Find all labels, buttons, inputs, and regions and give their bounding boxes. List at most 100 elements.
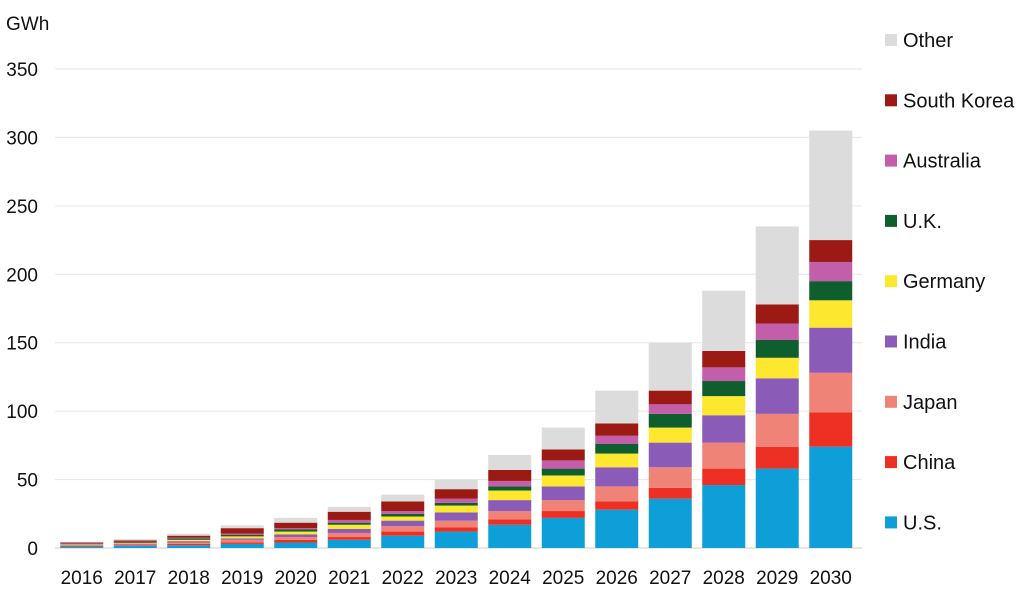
bar-segment-germany (328, 525, 371, 529)
bar-segment-australia (381, 511, 424, 514)
bar-segment-south-korea (60, 543, 103, 544)
bar-segment-germany (221, 536, 264, 538)
bar-segment-other (60, 542, 103, 543)
bar-segment-u-k- (702, 381, 745, 396)
bar-segment-japan (381, 526, 424, 531)
x-tick-label: 2020 (275, 568, 317, 589)
bar-stack-2017 (114, 539, 157, 548)
bar-segment-australia (488, 481, 531, 486)
bar-stack-2016 (60, 542, 103, 548)
bar-segment-germany (435, 506, 478, 513)
bar-segment-china (114, 545, 157, 546)
bar-segment-japan (114, 545, 157, 546)
legend-swatch (885, 396, 897, 408)
legend-swatch (885, 275, 897, 287)
bar-segment-australia (274, 528, 317, 529)
x-tick-label: 2029 (756, 568, 798, 589)
bar-segment-india (274, 534, 317, 537)
y-tick-label: 300 (6, 128, 38, 149)
bar-segment-south-korea (328, 512, 371, 520)
bar-segment-u-k- (435, 503, 478, 506)
x-tick-label: 2028 (703, 568, 745, 589)
bar-segment-japan (60, 545, 103, 546)
bar-stack-2018 (167, 534, 210, 548)
legend-label: Other (903, 30, 953, 52)
legend-label: Germany (903, 271, 985, 293)
legend-item-u-k-: U.K. (885, 211, 942, 233)
bar-segment-other (328, 507, 371, 512)
x-tick-label: 2030 (810, 568, 852, 589)
bar-stack-2022 (381, 495, 424, 548)
bar-segment-india (381, 521, 424, 526)
bar-segment-australia (595, 436, 638, 444)
bar-segment-other (381, 495, 424, 502)
bar-segment-south-korea (221, 528, 264, 533)
bar-segment-australia (167, 538, 210, 539)
bar-segment-u-s- (435, 532, 478, 548)
bar-segment-india (221, 538, 264, 539)
bar-segment-japan (595, 486, 638, 501)
bar-segment-south-korea (702, 351, 745, 367)
bar-segment-u-k- (114, 543, 157, 544)
legend-swatch (885, 155, 897, 167)
y-tick-label: 200 (6, 265, 38, 286)
y-tick-label: 350 (6, 60, 38, 81)
bar-segment-japan (274, 537, 317, 540)
bar-segment-south-korea (488, 470, 531, 481)
legend-swatch (885, 336, 897, 348)
legend-label: Australia (903, 151, 982, 173)
bar-segment-china (542, 511, 585, 518)
bar-segment-other (809, 131, 852, 240)
bar-stack-2025 (542, 428, 585, 548)
bar-segment-germany (60, 544, 103, 545)
legend-label: U.K. (903, 211, 942, 233)
x-tick-label: 2023 (435, 568, 477, 589)
bar-segment-south-korea (809, 240, 852, 262)
legend-item-germany: Germany (885, 271, 985, 293)
bar-segment-india (488, 500, 531, 511)
bar-segment-germany (702, 396, 745, 415)
bar-segment-japan (649, 467, 692, 488)
legend-item-japan: Japan (885, 392, 958, 414)
bar-segment-japan (542, 500, 585, 511)
y-tick-label: 50 (17, 471, 38, 492)
bar-segment-other (702, 291, 745, 351)
bar-segment-germany (809, 300, 852, 327)
bar-segment-u-k- (274, 530, 317, 532)
bar-segment-india (328, 529, 371, 533)
bar-segment-japan (488, 511, 531, 519)
bar-segment-u-s- (595, 510, 638, 548)
bar-segment-germany (114, 543, 157, 544)
bar-segment-china (809, 413, 852, 447)
bar-segment-japan (328, 533, 371, 537)
bar-segment-u-k- (328, 523, 371, 525)
bar-segment-australia (435, 499, 478, 503)
bar-segment-australia (649, 404, 692, 414)
bar-segment-germany (274, 532, 317, 535)
bar-segment-india (649, 443, 692, 468)
bar-segment-china (435, 527, 478, 531)
legend-label: South Korea (903, 90, 1015, 112)
x-tick-label: 2019 (221, 568, 263, 589)
bar-segment-u-k- (649, 414, 692, 428)
bar-segment-other (756, 226, 799, 304)
bar-segment-australia (328, 520, 371, 523)
bar-segment-u-k- (488, 486, 531, 490)
bar-segment-china (381, 532, 424, 536)
legend-label: India (903, 332, 947, 354)
bar-segment-germany (595, 454, 638, 468)
bar-segment-u-s- (274, 543, 317, 548)
legend-label: China (903, 452, 956, 474)
bar-segment-china (756, 447, 799, 469)
bar-segment-china (488, 519, 531, 524)
bar-segment-india (167, 541, 210, 542)
bar-segment-india (435, 512, 478, 520)
bar-segment-u-k- (221, 535, 264, 536)
bar-segment-u-k- (809, 281, 852, 300)
bar-segment-china (60, 546, 103, 547)
bar-segment-china (649, 488, 692, 499)
bar-segment-australia (756, 324, 799, 340)
bar-stack-2027 (649, 343, 692, 548)
